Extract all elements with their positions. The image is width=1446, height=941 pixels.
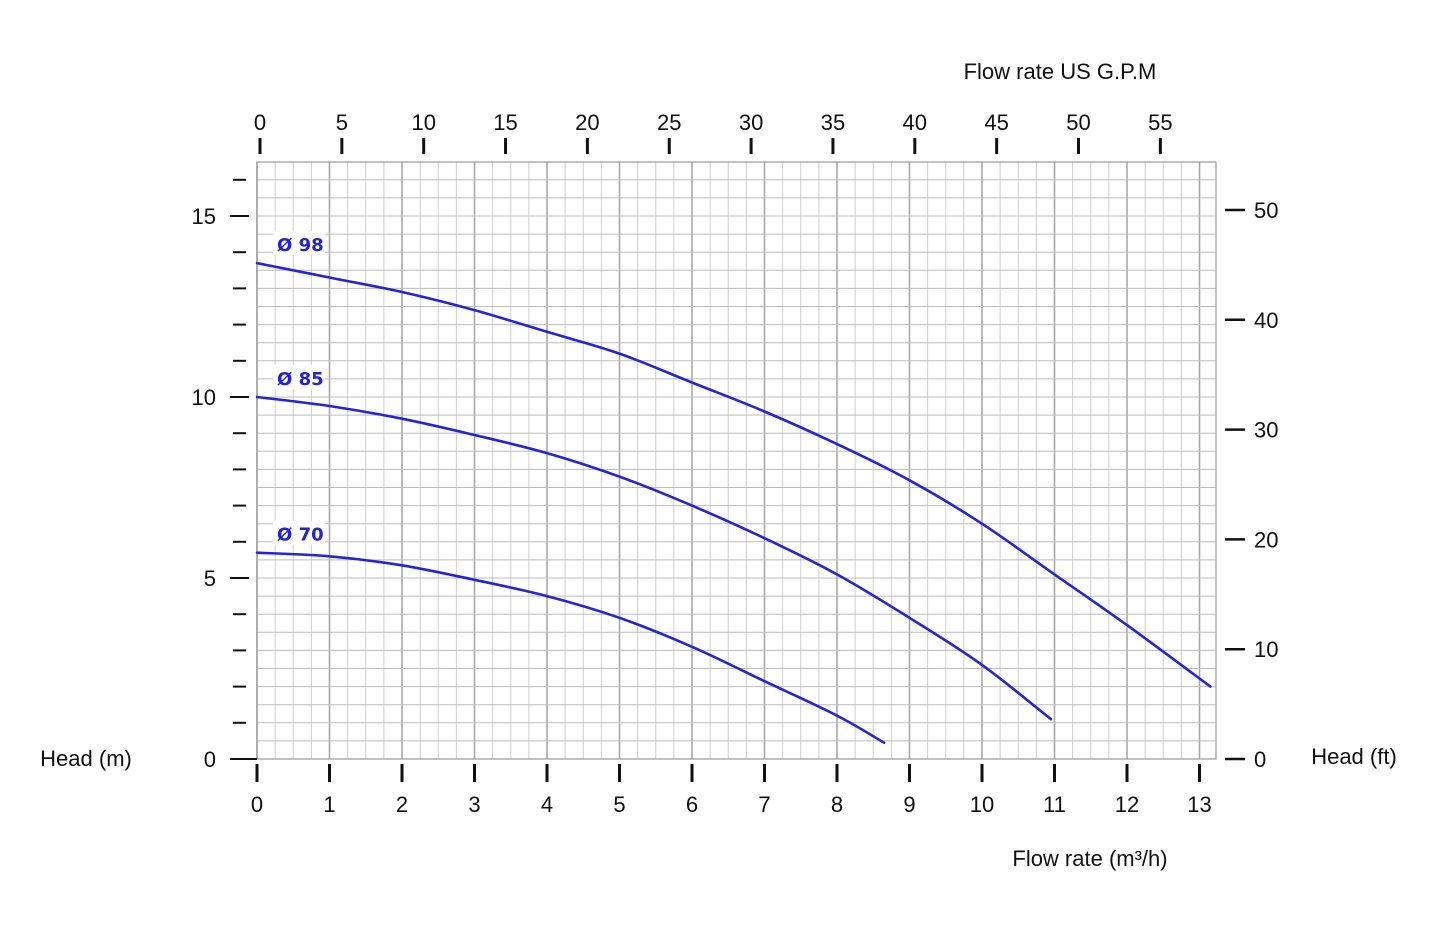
bottom-axis-title: Flow rate (m³/h) xyxy=(1012,846,1167,871)
right-axis-title: Head (ft) xyxy=(1311,744,1397,769)
grid xyxy=(256,161,1217,760)
x-tick-label: 2 xyxy=(396,792,408,817)
x2-tick-label: 40 xyxy=(903,110,927,135)
x-tick-label: 11 xyxy=(1043,792,1066,817)
y2-tick-label: 10 xyxy=(1254,637,1278,662)
series-label-bg xyxy=(273,231,325,256)
y2-tick-label: 50 xyxy=(1254,198,1278,223)
series-curves: Ø 98 Ø 85 Ø 70 xyxy=(255,231,1212,744)
series-label: Ø 85 xyxy=(277,369,324,390)
series-label: Ø 98 xyxy=(277,235,324,256)
y-tick-label: 15 xyxy=(192,204,216,229)
x2-tick-label: 5 xyxy=(336,110,348,135)
x-tick-label: 4 xyxy=(541,792,553,817)
x2-tick-label: 55 xyxy=(1148,110,1172,135)
x-tick-label: 6 xyxy=(686,792,698,817)
x-tick-label: 0 xyxy=(251,792,263,817)
x-tick-label: 8 xyxy=(831,792,843,817)
x-tick-label: 5 xyxy=(613,792,625,817)
y-tick-label: 10 xyxy=(192,385,216,410)
series-line xyxy=(255,395,1053,721)
x2-tick-label: 30 xyxy=(739,110,763,135)
x-tick-label: 3 xyxy=(468,792,480,817)
x2-tick-label: 10 xyxy=(411,110,435,135)
left-axis-title: Head (m) xyxy=(40,746,132,771)
x2-tick-label: 35 xyxy=(821,110,845,135)
x-tick-label: 10 xyxy=(970,792,994,817)
y2-tick-label: 0 xyxy=(1254,747,1266,772)
y-tick-label: 0 xyxy=(204,747,216,772)
x-tick-label: 12 xyxy=(1115,792,1139,817)
x-tick-label: 7 xyxy=(758,792,770,817)
x-tick-label: 13 xyxy=(1187,792,1211,817)
series-label: Ø 70 xyxy=(277,525,324,546)
y-tick-label: 5 xyxy=(204,566,216,591)
series-line xyxy=(255,261,1212,688)
x-tick-label: 1 xyxy=(323,792,335,817)
x2-tick-label: 15 xyxy=(493,110,517,135)
y2-tick-label: 20 xyxy=(1254,527,1278,552)
x2-tick-label: 0 xyxy=(254,110,266,135)
x2-tick-label: 45 xyxy=(984,110,1008,135)
x-tick-label: 9 xyxy=(903,792,915,817)
series-line xyxy=(255,551,886,744)
top-axis-title: Flow rate US G.P.M xyxy=(964,59,1157,84)
x2-tick-label: 50 xyxy=(1066,110,1090,135)
y2-tick-label: 30 xyxy=(1254,418,1278,443)
series-label-bg xyxy=(273,365,325,389)
series-label-bg xyxy=(273,520,325,545)
x2-tick-label: 25 xyxy=(657,110,681,135)
axes: 0 1 2 3 4 5 6 7 8 9 10 11 12 130 5 10 15 20 25 30 35 40 45 50 55… xyxy=(192,110,1279,817)
x2-tick-label: 20 xyxy=(575,110,599,135)
plot-frame xyxy=(256,161,1217,760)
y2-tick-label: 40 xyxy=(1254,308,1278,333)
